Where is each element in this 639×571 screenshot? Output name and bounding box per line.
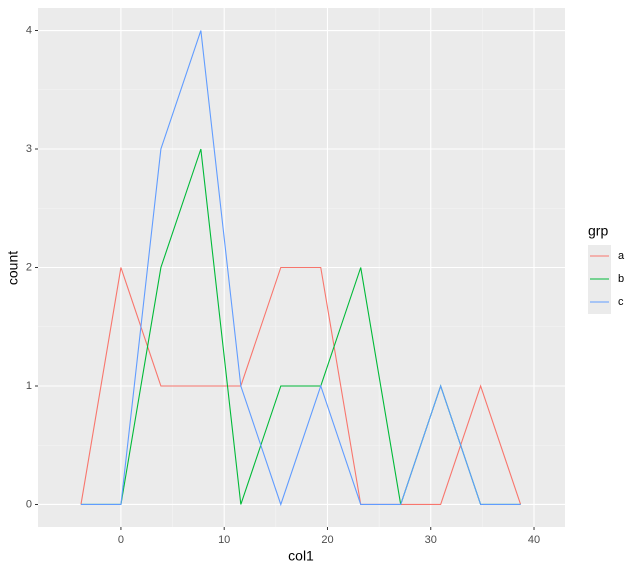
legend-label: c bbox=[618, 296, 624, 308]
x-tick-label: 0 bbox=[118, 534, 124, 546]
legend-label: a bbox=[618, 250, 625, 262]
series-line bbox=[80, 30, 521, 507]
y-tick-label: 0 bbox=[26, 498, 32, 510]
x-tick-label: 40 bbox=[528, 534, 540, 546]
y-tick-label: 4 bbox=[26, 24, 32, 36]
series-line bbox=[80, 266, 522, 506]
y-tick-label: 2 bbox=[26, 261, 32, 273]
legend-label: b bbox=[618, 273, 624, 285]
y-tick-label: 3 bbox=[26, 143, 32, 155]
y-tick-label: 1 bbox=[26, 380, 32, 392]
x-tick-label: 30 bbox=[425, 534, 437, 546]
legend-title: grp bbox=[588, 223, 608, 239]
x-tick-label: 10 bbox=[218, 534, 230, 546]
y-axis-title: count bbox=[5, 251, 21, 285]
x-axis-title: col1 bbox=[288, 548, 314, 564]
x-tick-label: 20 bbox=[321, 534, 333, 546]
